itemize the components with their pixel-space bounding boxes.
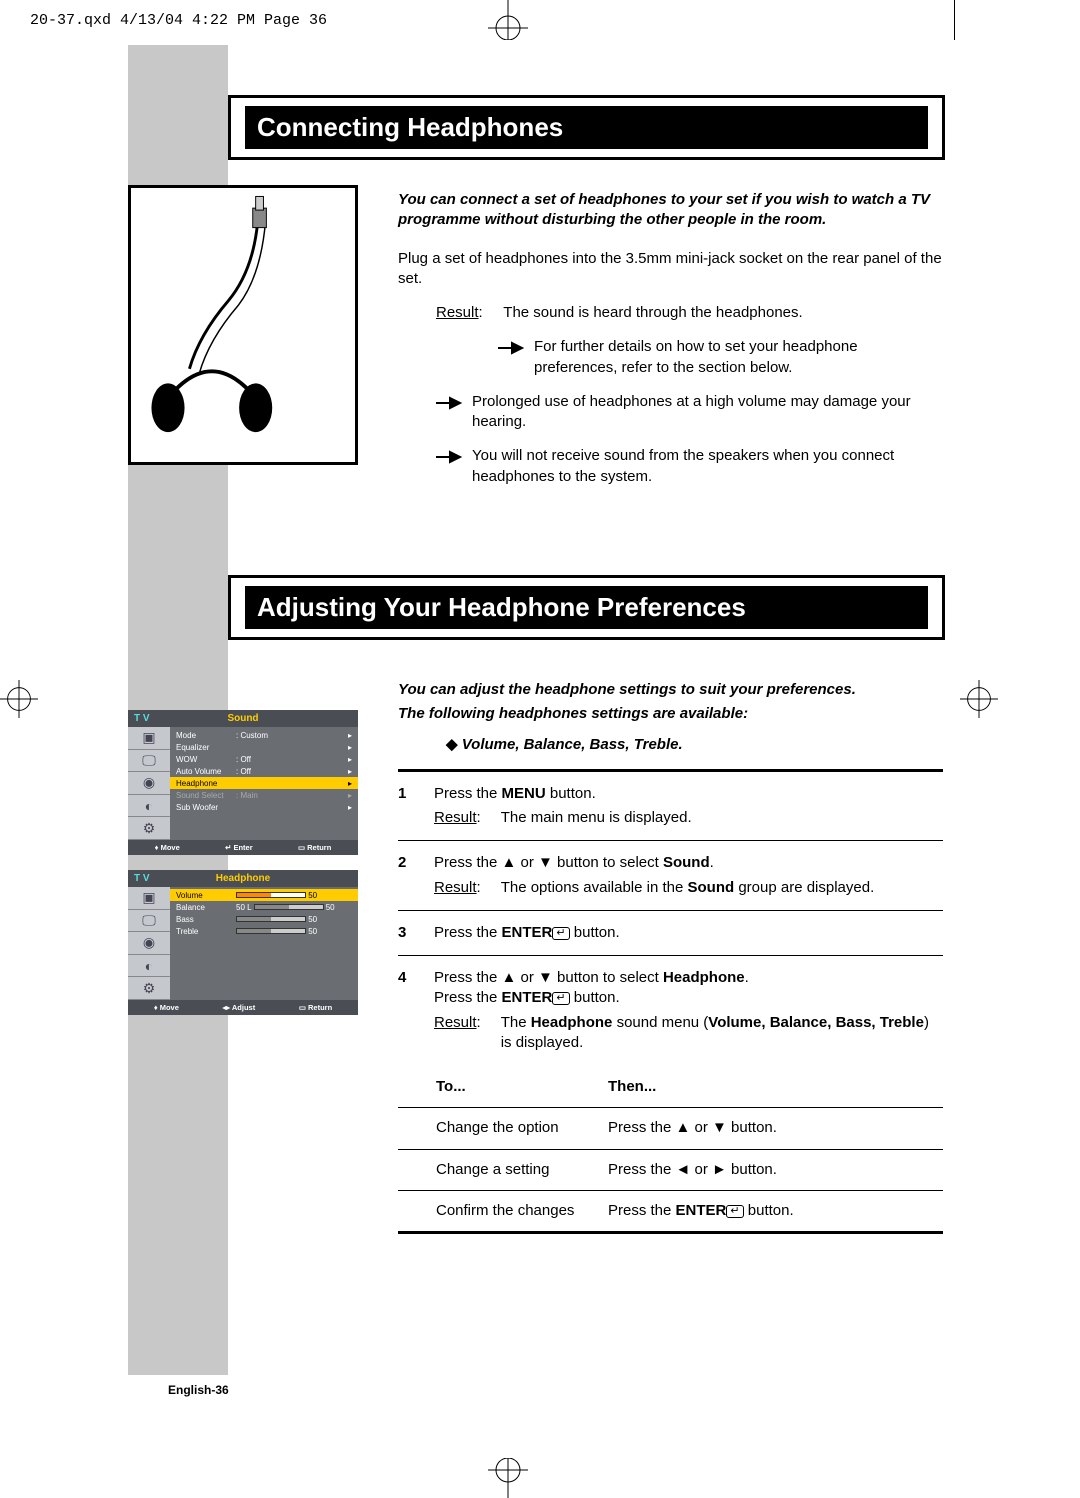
plug-instruction: Plug a set of headphones into the 3.5mm … — [398, 249, 943, 290]
osd-sound-menu: T VSound ▣🖵◉◐⚙ Mode: Custom▸Equalizer▸WO… — [128, 710, 358, 855]
crop-mark-left — [0, 680, 38, 718]
osd-footer: ♦ Move◂▸ Adjust▭ Return — [128, 1000, 358, 1015]
arrow-icon — [436, 448, 462, 466]
print-header: 20-37.qxd 4/13/04 4:22 PM Page 36 — [30, 12, 327, 29]
section2-content: You can adjust the headphone settings to… — [398, 680, 943, 1238]
crop-mark-right — [960, 680, 998, 718]
arrow-icon — [436, 394, 462, 412]
crop-mark — [954, 0, 955, 40]
osd-items: Volume 50Balance50 L 50Bass 50Treble 50 — [170, 887, 358, 1000]
section2-intro1: You can adjust the headphone settings to… — [398, 680, 943, 700]
step-row: 2Press the ▲ or ▼ button to select Sound… — [398, 845, 943, 906]
arrow-icon — [498, 339, 524, 357]
page-footer: English-36 — [168, 1383, 229, 1397]
result-label: Result — [436, 304, 479, 321]
result-text: The sound is heard through the headphone… — [503, 304, 802, 321]
page: Connecting Headphones You can connect a … — [128, 45, 958, 1445]
settings-list: Volume, Balance, Bass, Treble. — [398, 735, 943, 755]
th-then: Then... — [608, 1077, 943, 1097]
note3: You will not receive sound from the spea… — [398, 446, 943, 487]
divider — [398, 1231, 943, 1234]
crop-mark-bottom — [488, 1458, 528, 1498]
table-row: Change the optionPress the ▲ or ▼ button… — [398, 1112, 943, 1144]
section2-intro2: The following headphones settings are av… — [398, 704, 943, 724]
step-row: 4Press the ▲ or ▼ button to select Headp… — [398, 960, 943, 1061]
osd-footer: ♦ Move↵ Enter▭ Return — [128, 840, 358, 855]
osd-icons: ▣🖵◉◐⚙ — [128, 887, 170, 1000]
osd-icons: ▣🖵◉◐⚙ — [128, 727, 170, 840]
action-table: To... Then... Change the optionPress the… — [398, 1071, 943, 1234]
section2-header: Adjusting Your Headphone Preferences — [228, 575, 945, 640]
section1-header: Connecting Headphones — [228, 95, 945, 160]
osd-items: Mode: Custom▸Equalizer▸WOW: Off▸Auto Vol… — [170, 727, 358, 840]
divider — [398, 769, 943, 772]
section1-intro: You can connect a set of headphones to y… — [398, 190, 943, 231]
crop-mark-top — [488, 0, 528, 40]
section1-title: Connecting Headphones — [245, 106, 928, 149]
osd-headphone-menu: T VHeadphone ▣🖵◉◐⚙ Volume 50Balance50 L … — [128, 870, 358, 1015]
result-block: Result: The sound is heard through the h… — [398, 303, 943, 323]
step-row: 1Press the MENU button.Result:The main m… — [398, 776, 943, 837]
table-row: Change a settingPress the ◄ or ► button. — [398, 1154, 943, 1186]
note2: Prolonged use of headphones at a high vo… — [398, 392, 943, 433]
table-row: Confirm the changesPress the ENTER↵ butt… — [398, 1195, 943, 1227]
section2-title: Adjusting Your Headphone Preferences — [245, 586, 928, 629]
steps-container: 1Press the MENU button.Result:The main m… — [398, 776, 943, 1061]
step-row: 3Press the ENTER↵ button. — [398, 915, 943, 951]
headphone-figure — [128, 185, 358, 465]
divider — [398, 1107, 943, 1108]
th-to: To... — [398, 1077, 608, 1097]
note1: For further details on how to set your h… — [398, 337, 943, 378]
section1-content: You can connect a set of headphones to y… — [398, 190, 943, 501]
